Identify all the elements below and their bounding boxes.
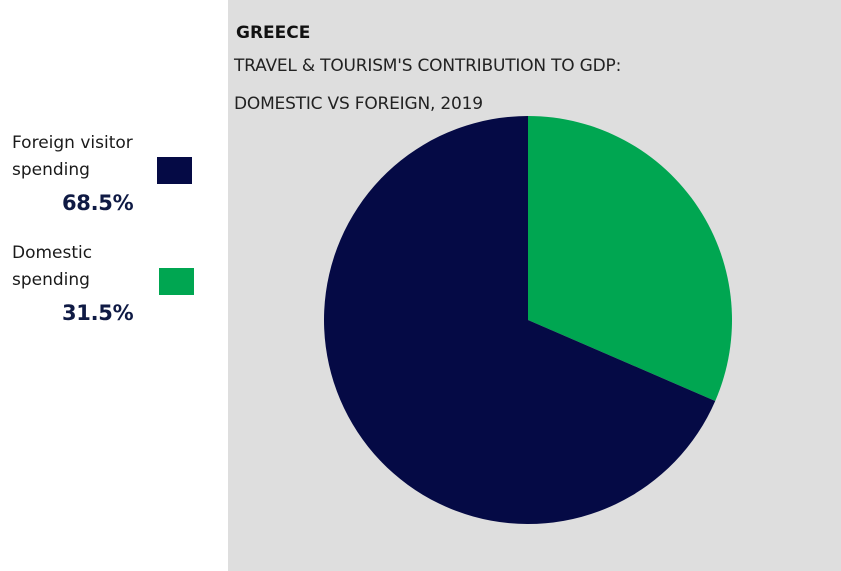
legend-value-foreign: 68.5%	[62, 191, 134, 215]
chart-title: GREECE	[236, 23, 311, 43]
chart-subtitle: TRAVEL & TOURISM'S CONTRIBUTION TO GDP: …	[234, 56, 622, 114]
legend-swatch-domestic	[159, 268, 194, 295]
pie-slice-domestic-spending	[528, 116, 732, 402]
legend-entry-domestic: Domestic spending 31.5%	[12, 240, 194, 325]
chart-panel: GREECE TRAVEL & TOURISM'S CONTRIBUTION T…	[228, 0, 841, 571]
legend-swatch-foreign	[157, 157, 192, 184]
legend-entry-foreign: Foreign visitor spending 68.5%	[12, 130, 192, 215]
pie-slice-foreign-visitor-spending	[324, 116, 716, 524]
legend: Foreign visitor spending 68.5% Domestic …	[0, 0, 228, 571]
legend-value-domestic: 31.5%	[62, 301, 134, 325]
legend-label-domestic: Domestic spending	[12, 243, 93, 290]
pie-chart	[324, 116, 732, 524]
legend-label-foreign: Foreign visitor spending	[12, 133, 133, 180]
